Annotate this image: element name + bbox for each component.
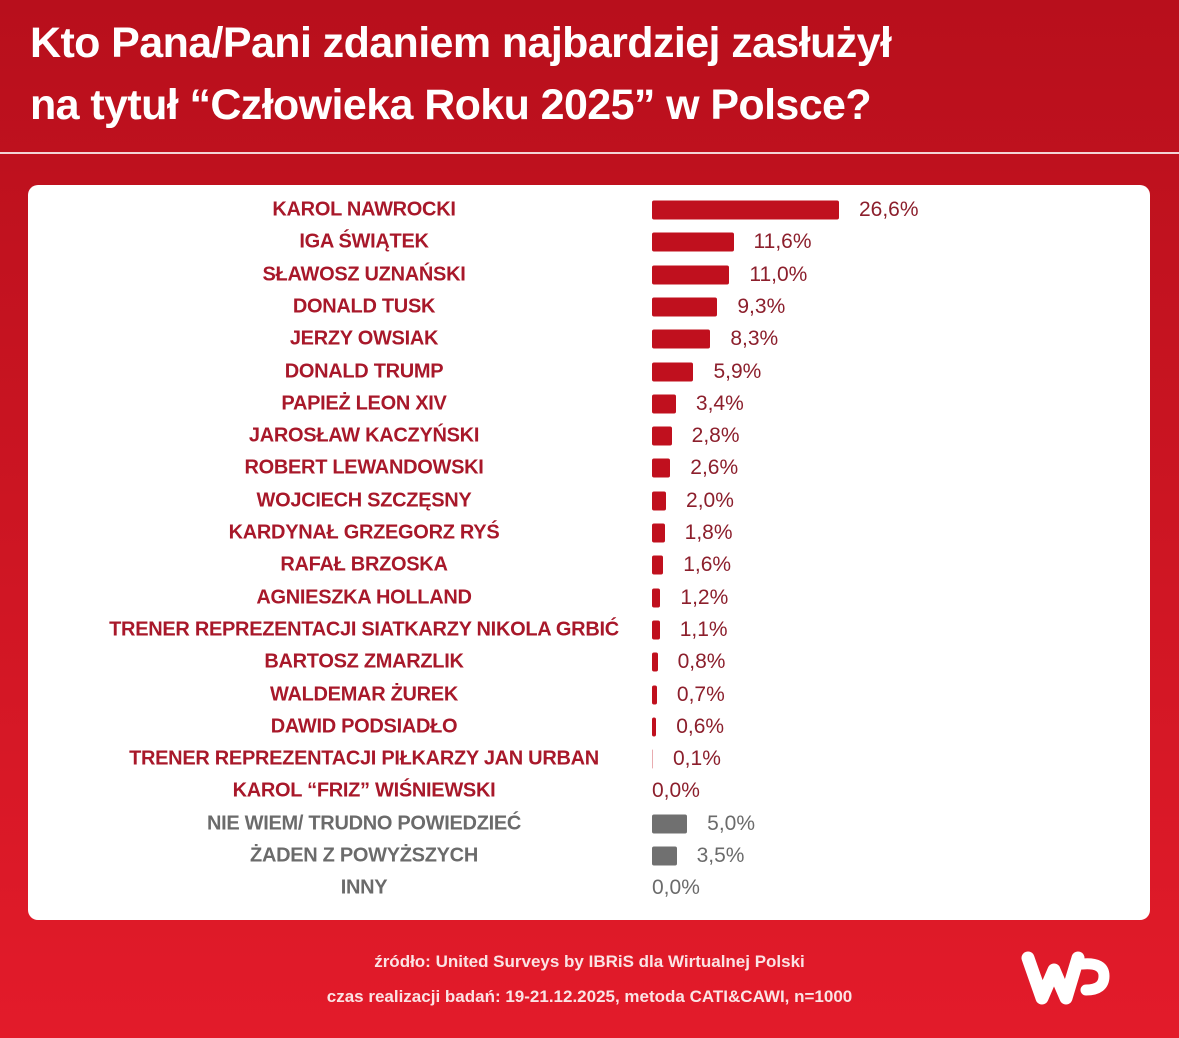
source-note: źródło: United Surveys by IBRiS dla Wirt… [374,952,805,971]
value-label: 3,4% [695,391,744,415]
category-label: TRENER REPREZENTACJI PIŁKARZY JAN URBAN [129,747,599,770]
bar [652,685,657,704]
category-label: TRENER REPREZENTACJI SIATKARZY NIKOLA GR… [109,618,619,641]
value-label: 2,8% [691,424,740,448]
category-label: IGA ŚWIĄTEK [299,230,429,253]
category-label: NIE WIEM/ TRUDNO POWIEDZIEĆ [206,812,522,835]
bar [652,749,653,769]
value-label: 9,3% [737,294,786,318]
category-label: KAROL NAWROCKI [272,198,456,221]
value-label: 8,3% [730,327,779,351]
category-label: RAFAŁ BRZOSKA [280,553,448,576]
value-label: 1,6% [683,553,732,577]
bar [652,814,688,834]
bar [652,846,677,866]
category-label: DONALD TRUMP [284,360,444,382]
category-label: SŁAWOSZ UZNAŃSKI [262,263,466,286]
value-label: 11,6% [753,230,812,254]
category-label: KAROL “FRIZ” WIŚNIEWSKI [232,779,496,802]
value-label: 3,5% [696,844,745,867]
value-label: 1,8% [684,521,733,544]
value-label: 0,0% [652,876,700,900]
category-label: ŻADEN Z POWYŻSZYCH [250,844,478,867]
bar [652,458,671,478]
category-label: WOJCIECH SZCZĘSNY [256,489,472,512]
bar [652,426,672,446]
bar [652,362,694,381]
wp-logo-icon [1021,951,1110,1005]
value-label: 0,1% [673,747,721,771]
bar [652,200,839,220]
bar [652,588,661,608]
title-line-1: Kto Pana/Pani zdaniem najbardziej zasłuż… [30,19,892,67]
category-label: PAPIEŻ LEON XIV [281,392,447,415]
bar [652,555,664,575]
chart-title: Kto Pana/Pani zdaniem najbardziej zasłuż… [30,12,1150,136]
bar [652,717,657,737]
title-divider [0,152,1179,154]
value-label: 0,0% [652,779,700,803]
value-label: 26,6% [858,198,919,221]
bar [652,265,730,285]
value-label: 11,0% [749,262,808,286]
value-label: 0,6% [676,714,725,738]
bar [652,652,658,672]
bar [652,394,676,414]
value-label: 2,6% [690,456,739,480]
bar [652,297,718,317]
value-label: 0,8% [677,650,726,674]
category-label: AGNIESZKA HOLLAND [256,586,472,609]
value-label: 0,7% [676,682,725,706]
category-label: WALDEMAR ŻUREK [269,683,458,705]
title-line-2: na tytuł “Człowieka Roku 2025” w Polsce? [30,81,872,129]
category-label: JERZY OWSIAK [289,327,439,350]
chart-card: KAROL NAWROCKI 26,6% IGA ŚWIĄTEK 11,6% SŁAWO… [28,185,1150,920]
category-label: BARTOSZ ZMARZLIK [264,650,464,673]
category-label: ROBERT LEWANDOWSKI [244,456,484,479]
value-label: 1,1% [679,617,728,641]
bar [652,523,665,543]
category-label: INNY [340,876,388,899]
category-label: JAROSŁAW KACZYŃSKI [248,424,480,447]
value-label: 1,2% [680,585,729,609]
category-label: DONALD TUSK [292,295,436,318]
value-label: 5,0% [707,811,756,835]
category-label: KARDYNAŁ GRZEGORZ RYŚ [228,521,500,544]
category-label: DAWID PODSIADŁO [270,715,458,738]
method-note: czas realizacji badań: 19-21.12.2025, me… [326,987,853,1006]
bar [652,329,711,349]
value-label: 2,0% [686,488,734,512]
bar [652,232,734,252]
bar [652,620,660,640]
value-label: 5,9% [713,359,762,383]
bar [652,491,667,511]
